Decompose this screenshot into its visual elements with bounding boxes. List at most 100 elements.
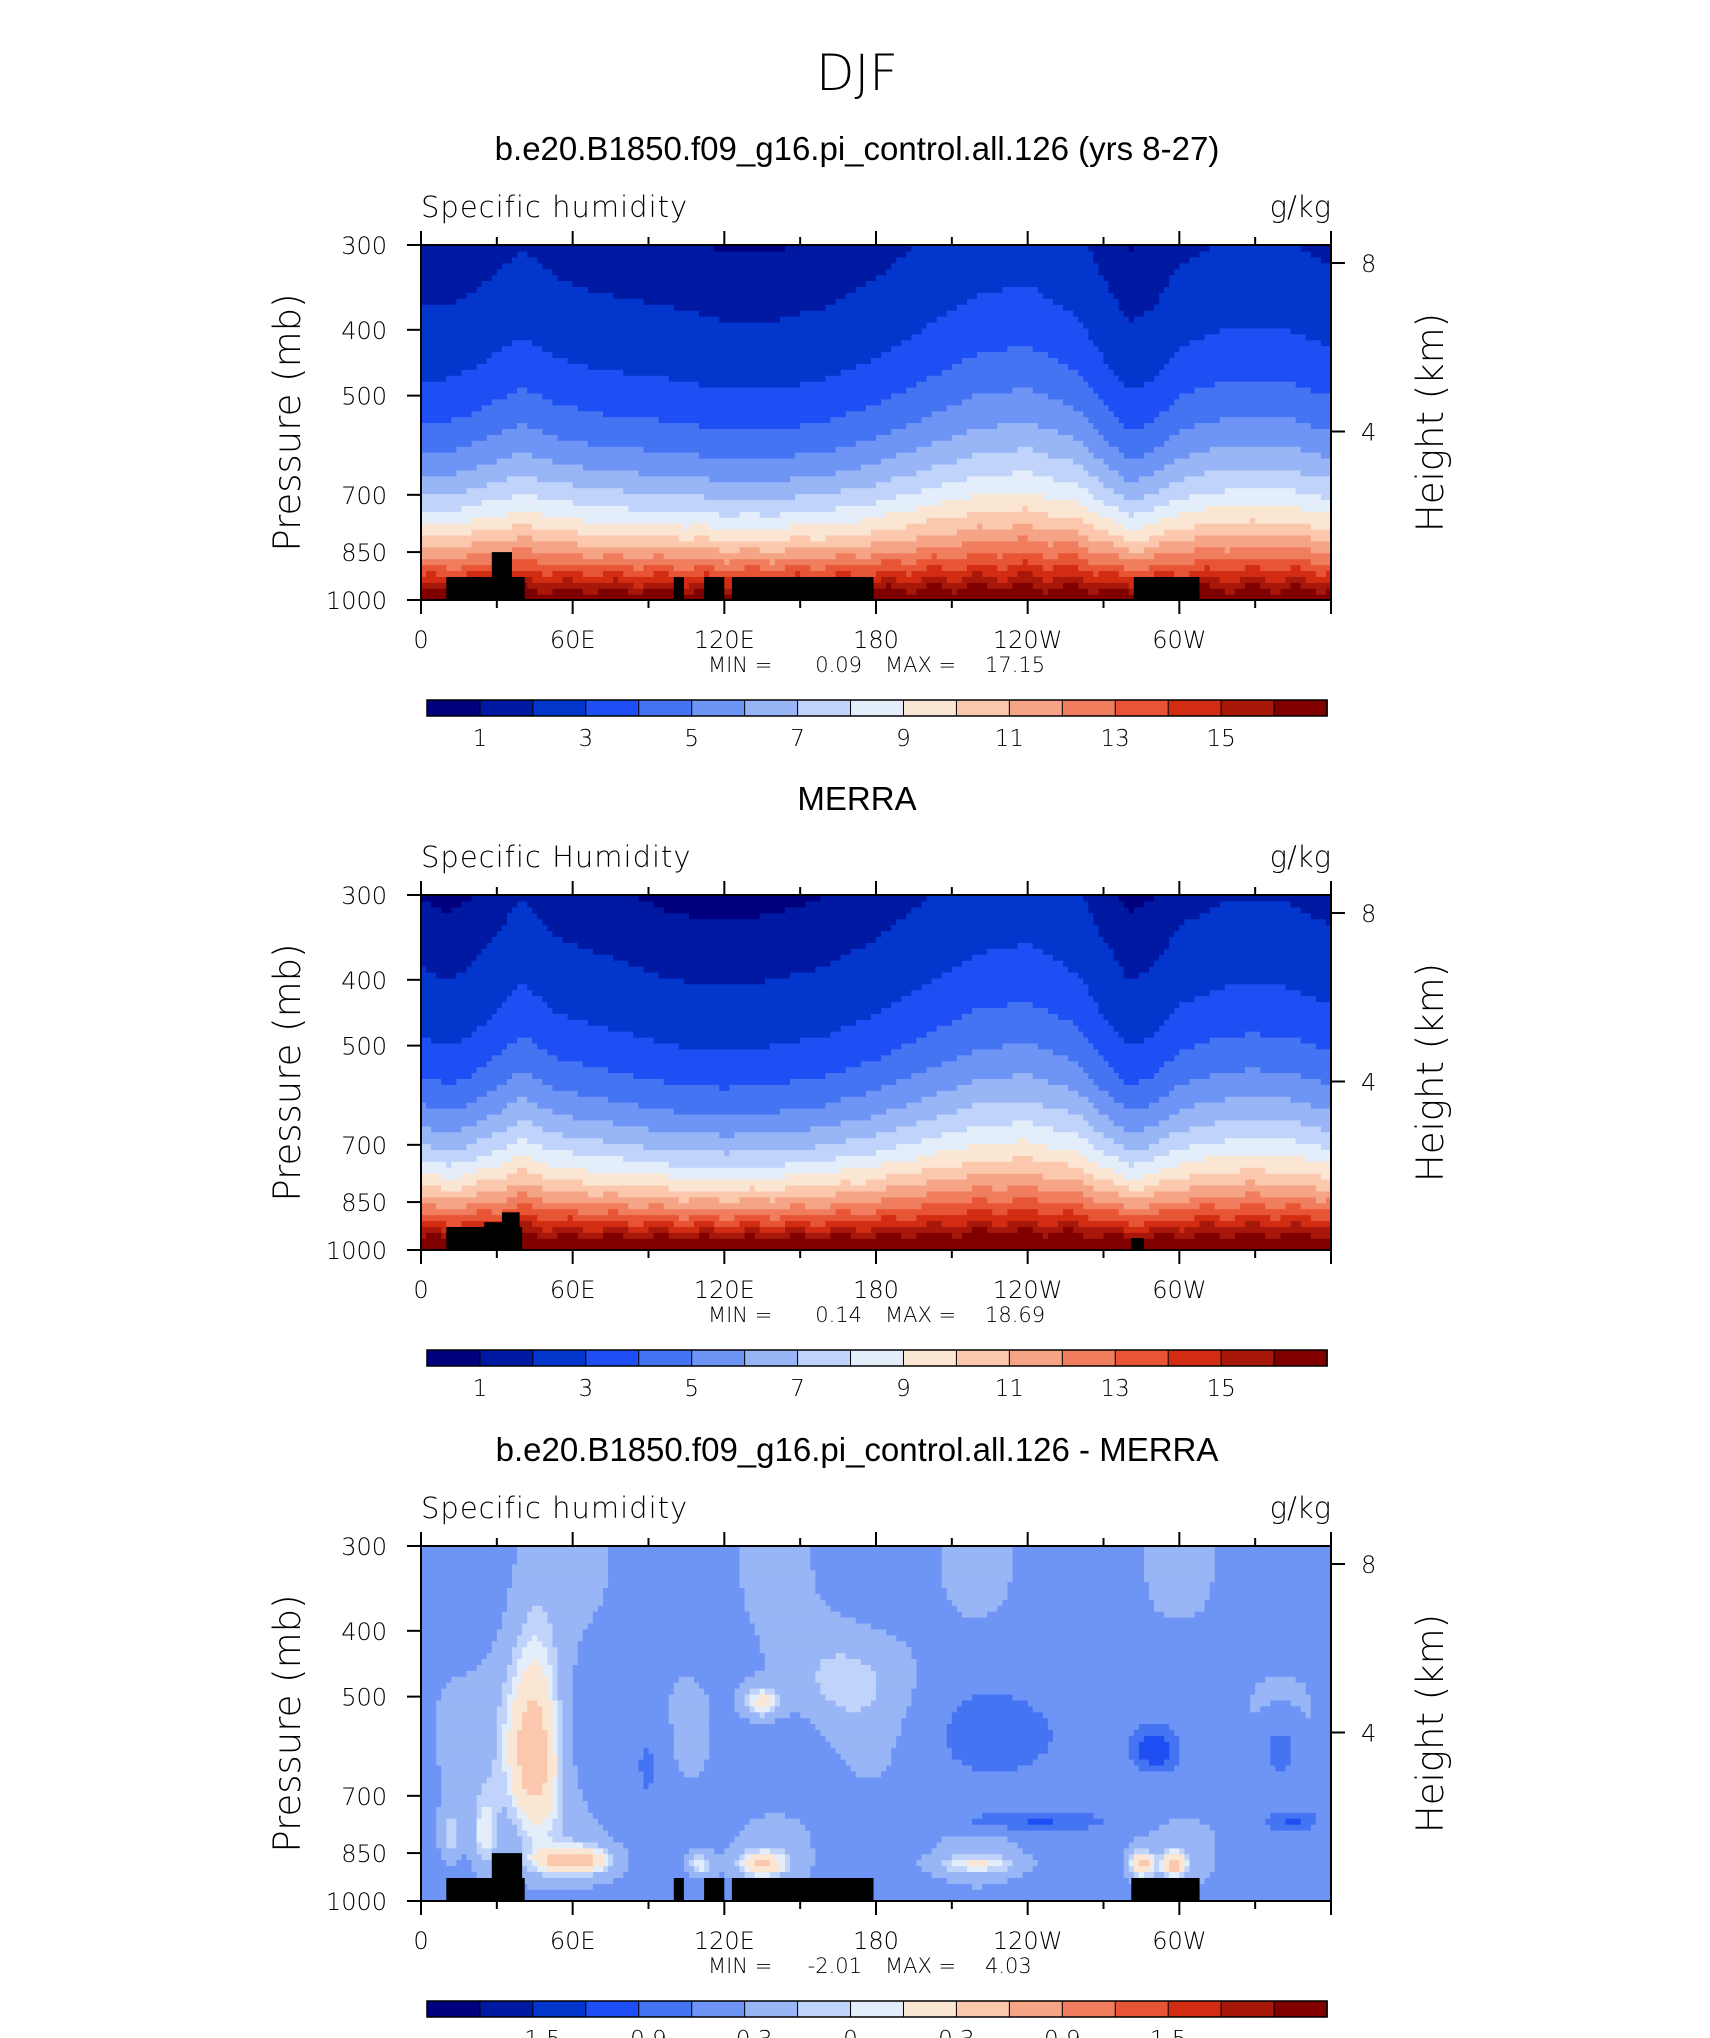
- contour-cell: [592, 948, 852, 955]
- contour-cell: [961, 1699, 1029, 1707]
- contour-cell: [790, 523, 907, 530]
- contour-cell: [421, 463, 478, 471]
- contour-cell: [421, 517, 473, 524]
- contour-cell: [1103, 1232, 1125, 1239]
- contour-cell: [835, 469, 918, 477]
- contour-cell: [815, 966, 953, 973]
- contour-cell: [987, 1611, 1165, 1618]
- contour-cell: [977, 292, 1044, 299]
- contour-cell: [1052, 1125, 1094, 1133]
- contour-cell: [719, 1084, 730, 1091]
- contour-cell: [1088, 558, 1196, 566]
- contour-cell: [421, 440, 473, 447]
- contour-cell: [678, 534, 695, 542]
- contour-cell: [1179, 1048, 1331, 1056]
- contour-cell: [1149, 534, 1196, 542]
- x-tick-label: 120W: [993, 1276, 1063, 1304]
- contour-cell: [1083, 576, 1160, 583]
- contour-cell: [1022, 505, 1029, 512]
- colorbar-box: [1061, 1349, 1117, 1367]
- contour-cell: [562, 1705, 574, 1713]
- contour-cell: [1214, 1575, 1331, 1583]
- colorbar-box: [638, 1349, 693, 1367]
- contour-cell: [1063, 398, 1105, 406]
- contour-cell: [532, 1841, 584, 1849]
- contour-cell: [648, 1125, 811, 1133]
- contour-cell: [1113, 1179, 1160, 1186]
- contour-cell: [830, 1031, 928, 1038]
- contour-cell: [820, 1664, 872, 1671]
- contour-cell: [1113, 1119, 1160, 1127]
- y-right-tick-label: 8: [1361, 1551, 1376, 1579]
- land-mask: [1131, 1238, 1144, 1250]
- contour-cell: [572, 1214, 680, 1222]
- contour-cell: [921, 327, 1089, 335]
- contour-cell: [886, 1108, 958, 1115]
- contour-cell: [421, 458, 498, 465]
- contour-cell: [486, 481, 574, 489]
- contour-cell: [1088, 381, 1125, 388]
- contour-cell: [1209, 582, 1246, 589]
- contour-cell: [512, 493, 538, 501]
- contour-cell: [1093, 523, 1125, 530]
- contour-cell: [1300, 564, 1331, 572]
- y-right-tick-label: 4: [1361, 1069, 1376, 1097]
- contour-cell: [699, 310, 801, 317]
- contour-cell: [491, 1208, 503, 1216]
- contour-cell: [1174, 1084, 1331, 1091]
- contour-cell: [1174, 1007, 1331, 1014]
- contour-cell: [542, 428, 892, 435]
- contour-cell: [421, 1161, 447, 1168]
- contour-cell: [512, 1723, 523, 1731]
- contour-cell: [870, 357, 963, 364]
- contour-cell: [421, 1078, 442, 1085]
- contour-cell: [1295, 1137, 1331, 1145]
- contour-cell: [421, 1658, 483, 1665]
- contour-cell: [946, 1865, 968, 1873]
- contour-cell: [946, 1587, 1009, 1594]
- contour-cell: [673, 1688, 705, 1695]
- contour-cell: [982, 523, 1014, 530]
- contour-cell: [1088, 327, 1221, 335]
- contour-cell: [936, 1149, 1079, 1156]
- contour-cell: [876, 1208, 968, 1216]
- contour-cell: [1154, 1155, 1206, 1162]
- contour-cell: [643, 582, 680, 589]
- contour-cell: [1265, 1676, 1297, 1683]
- contour-cell: [623, 1871, 690, 1878]
- contour-cell: [967, 1143, 1049, 1151]
- contour-cell: [496, 1818, 513, 1825]
- contour-cell: [512, 594, 538, 600]
- contour-cell: [1017, 534, 1029, 542]
- contour-cell: [512, 452, 533, 459]
- contour-cell: [951, 966, 1069, 973]
- colorbar-box: [479, 1349, 534, 1367]
- contour-cell: [537, 1847, 594, 1855]
- contour-cell: [709, 1699, 736, 1707]
- contour-cell: [456, 971, 660, 979]
- contour-cell: [461, 505, 629, 512]
- contour-cell: [1042, 564, 1054, 572]
- contour-cell: [552, 1806, 559, 1813]
- contour-cell: [471, 1072, 513, 1080]
- contour-cell: [562, 1824, 604, 1831]
- contour-cell: [881, 1770, 1331, 1778]
- contour-cell: [830, 416, 923, 424]
- contour-cell: [901, 1729, 948, 1736]
- contour-cell: [421, 1759, 437, 1766]
- contour-cell: [501, 262, 543, 270]
- contour-cell: [603, 1847, 609, 1855]
- contour-cell: [577, 1764, 639, 1772]
- contour-cell: [906, 570, 912, 577]
- contour-cell: [562, 1131, 720, 1139]
- contour-cell: [552, 1835, 574, 1843]
- contour-cell: [496, 458, 554, 465]
- contour-cell: [714, 1226, 746, 1233]
- contour-cell: [567, 1013, 872, 1020]
- contour-cell: [532, 523, 685, 530]
- contour-cell: [476, 1179, 584, 1186]
- contour-cell: [1078, 1060, 1110, 1068]
- contour-cell: [527, 1611, 548, 1618]
- contour-cell: [1169, 357, 1331, 364]
- contour-cell: [1128, 1841, 1216, 1849]
